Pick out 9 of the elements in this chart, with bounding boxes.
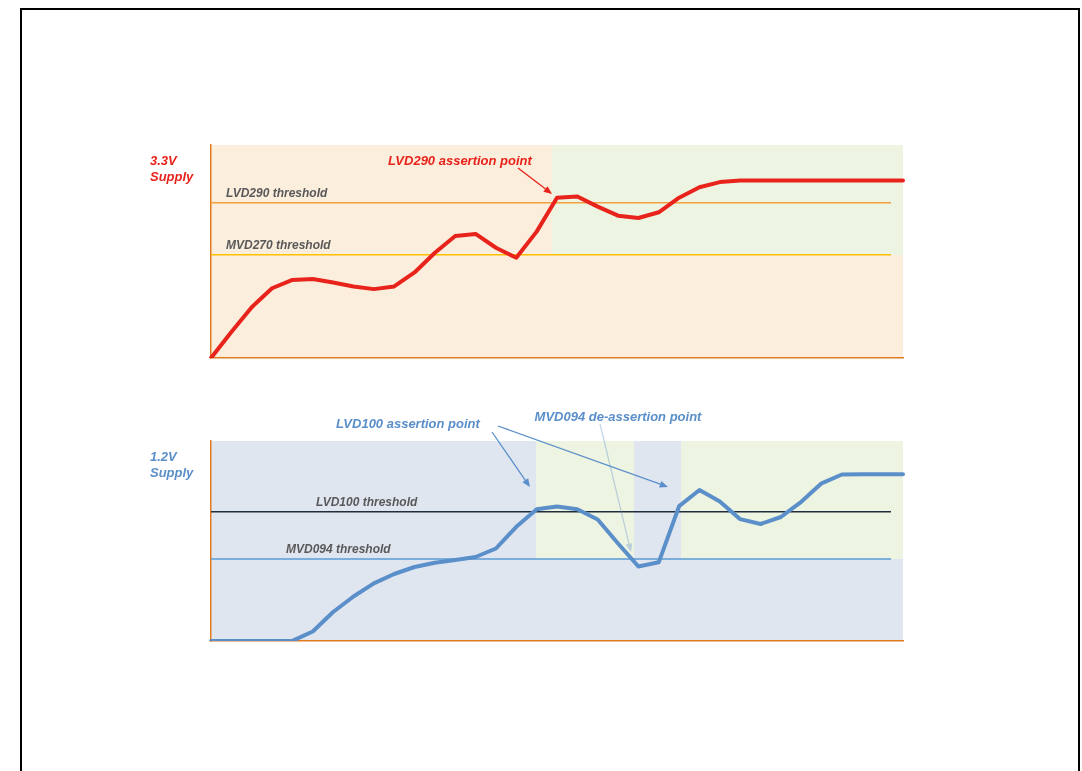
ref-line-label: MVD094 threshold (286, 542, 392, 557)
ref-line-label: LVD100 threshold (316, 495, 419, 510)
ref-line-label: LVD290 threshold (226, 186, 329, 201)
ref-line-label: MVD270 threshold (226, 238, 332, 253)
y-axis-title: 3.3V Supply (150, 153, 195, 185)
text: LVD100 assertion point (336, 415, 480, 431)
y-axis-title: 1.2V Supply (150, 449, 195, 481)
text: LVD290 assertion point (388, 152, 532, 168)
text: MVD094 de-assertion point (534, 408, 702, 424)
